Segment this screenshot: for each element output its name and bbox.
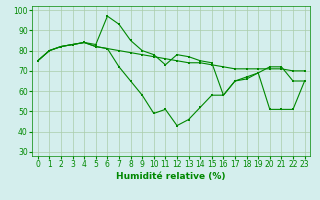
- X-axis label: Humidité relative (%): Humidité relative (%): [116, 172, 226, 181]
